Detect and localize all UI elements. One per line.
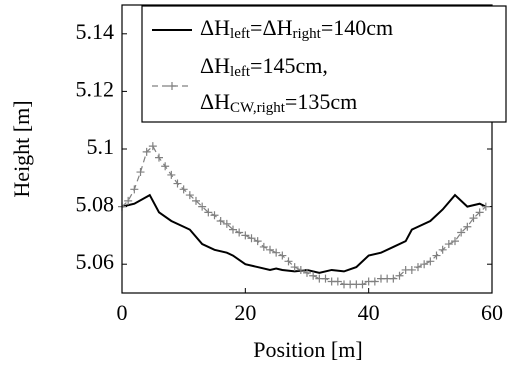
- y-tick-label: 5.1: [87, 134, 115, 159]
- legend-text: =145cm,: [250, 53, 328, 78]
- legend-text: CW,right: [230, 100, 286, 116]
- legend-text: left: [230, 64, 251, 80]
- marker: [451, 237, 459, 246]
- legend-text: left: [230, 26, 251, 42]
- marker: [235, 228, 244, 237]
- legend-text: ΔH: [200, 15, 230, 40]
- marker: [414, 263, 422, 272]
- marker: [216, 217, 225, 225]
- legend-text: =135cm: [285, 89, 357, 114]
- marker: [241, 231, 250, 240]
- y-tick-label: 5.12: [76, 76, 115, 101]
- marker: [253, 237, 262, 246]
- y-tick-label: 5.14: [76, 19, 115, 44]
- legend-text: ΔH: [200, 89, 230, 114]
- x-tick-label: 60: [481, 300, 503, 325]
- marker: [321, 274, 330, 283]
- legend-label: ΔHleft=145cm,: [200, 53, 328, 80]
- marker: [167, 170, 176, 179]
- marker: [303, 268, 311, 277]
- marker: [198, 202, 207, 211]
- legend-text: ΔH: [200, 53, 230, 78]
- marker: [204, 208, 213, 217]
- marker: [469, 214, 478, 223]
- marker: [185, 191, 194, 200]
- marker: [210, 211, 219, 220]
- marker: [161, 162, 170, 171]
- marker: [389, 274, 398, 283]
- marker: [444, 240, 453, 249]
- marker: [333, 277, 342, 286]
- marker: [247, 234, 256, 243]
- marker: [463, 222, 472, 231]
- marker: [481, 202, 490, 211]
- y-tick-label: 5.08: [76, 192, 115, 217]
- data-line: [122, 145, 487, 285]
- y-axis-label: Height [m]: [9, 100, 34, 197]
- legend-box: [141, 5, 507, 123]
- legend-marker: [168, 82, 176, 90]
- legend-text: right: [293, 26, 322, 42]
- marker: [136, 168, 145, 177]
- marker: [192, 196, 200, 205]
- marker: [142, 147, 151, 156]
- marker: [407, 265, 416, 274]
- marker: [309, 271, 318, 280]
- marker: [457, 228, 466, 237]
- legend-text: =ΔH: [250, 15, 293, 40]
- legend-label: ΔHleft=ΔHright=140cm: [200, 15, 393, 42]
- marker: [358, 280, 367, 289]
- marker: [148, 142, 157, 151]
- data-line: [122, 193, 487, 274]
- marker: [222, 219, 231, 228]
- marker: [124, 196, 133, 205]
- x-tick-label: 0: [117, 300, 128, 325]
- marker: [426, 257, 435, 266]
- marker: [179, 185, 188, 194]
- y-tick-label: 5.06: [76, 249, 115, 274]
- marker: [173, 179, 182, 188]
- marker: [438, 245, 447, 254]
- marker: [395, 271, 404, 280]
- marker: [266, 245, 274, 254]
- plot-frame: [121, 4, 493, 294]
- marker: [475, 208, 484, 217]
- marker: [259, 242, 268, 251]
- marker: [284, 257, 293, 266]
- marker: [130, 185, 139, 194]
- marker: [420, 260, 429, 269]
- x-tick-label: 40: [358, 300, 380, 325]
- marker: [229, 225, 237, 234]
- marker: [155, 153, 163, 162]
- x-axis-label: Position [m]: [253, 337, 362, 362]
- marker: [272, 248, 281, 257]
- legend-text: =140cm: [321, 15, 393, 40]
- marker: [296, 265, 305, 274]
- x-tick-label: 20: [234, 300, 256, 325]
- marker: [290, 263, 299, 272]
- marker: [370, 277, 379, 286]
- marker: [432, 251, 441, 260]
- legend-label: ΔHCW,right=135cm: [200, 89, 357, 116]
- marker: [278, 251, 287, 260]
